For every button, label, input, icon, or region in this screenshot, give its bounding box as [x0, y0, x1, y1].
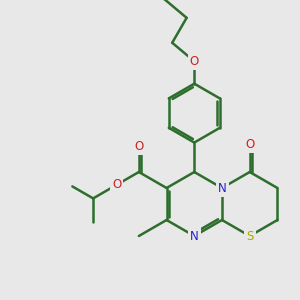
Text: O: O	[134, 140, 143, 153]
Text: O: O	[245, 138, 254, 151]
Text: O: O	[190, 55, 199, 68]
Text: S: S	[246, 230, 253, 242]
Text: N: N	[190, 230, 199, 242]
Text: O: O	[112, 178, 121, 191]
Text: N: N	[218, 182, 226, 194]
